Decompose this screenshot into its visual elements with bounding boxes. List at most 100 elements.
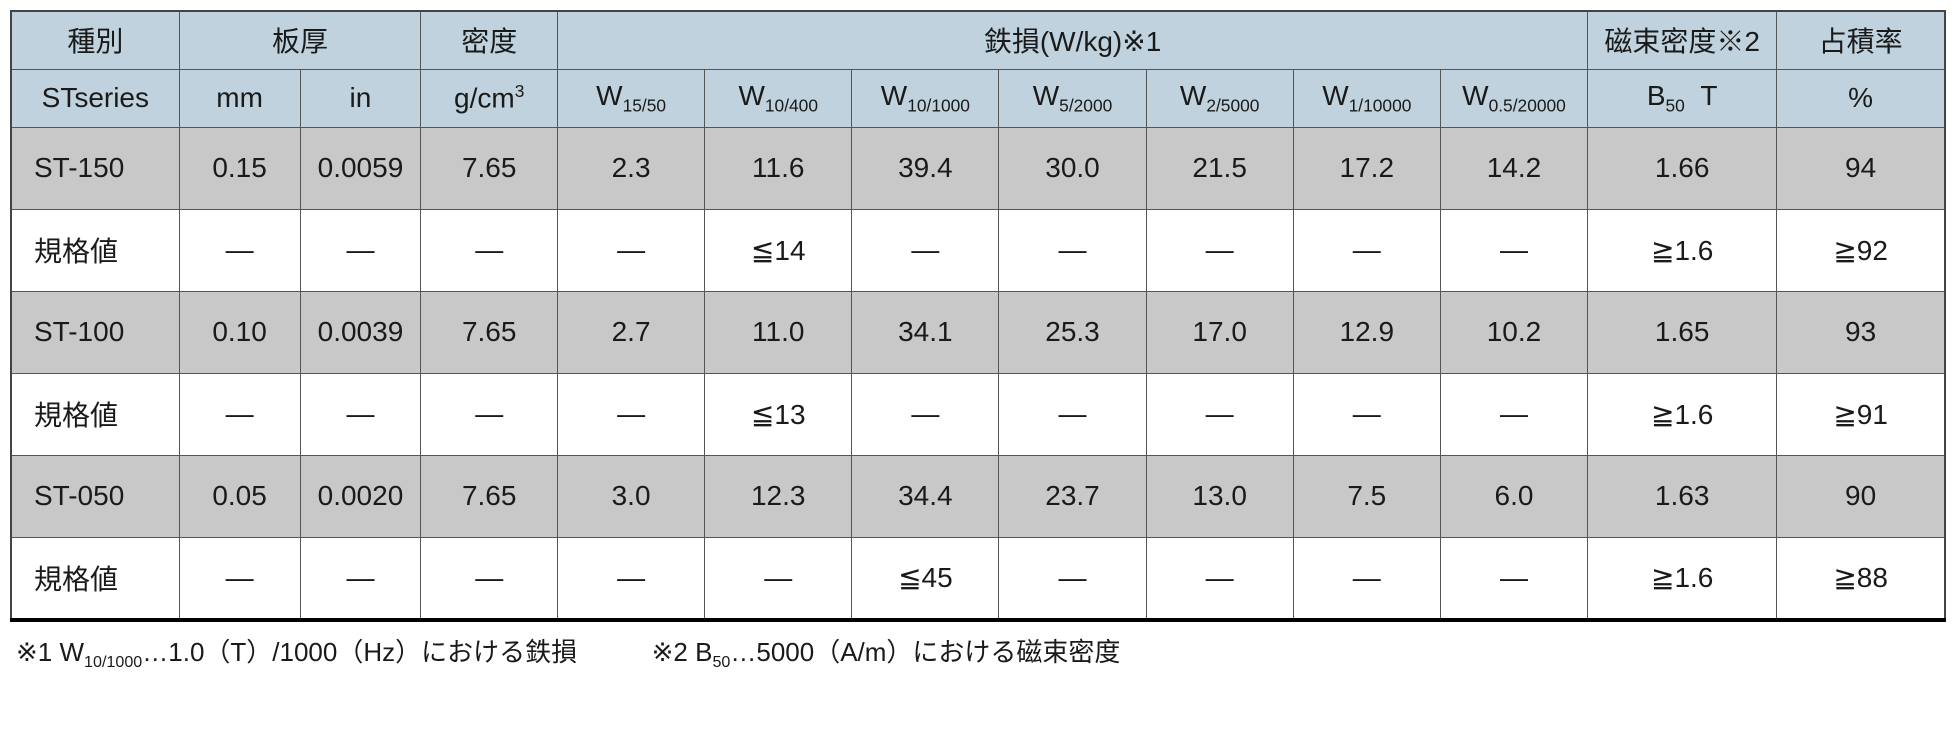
th-w-0: W15/50 [558, 69, 705, 127]
cell-series: ST-100 [11, 291, 179, 373]
cell-w5: — [1293, 537, 1440, 619]
cell-w5: 17.2 [1293, 127, 1440, 209]
cell-series: 規格値 [11, 209, 179, 291]
table-row: ST-1000.100.00397.652.711.034.125.317.01… [11, 291, 1945, 373]
cell-mm: 0.05 [179, 455, 300, 537]
cell-lam: 93 [1777, 291, 1945, 373]
cell-w3: — [999, 537, 1146, 619]
cell-w0: — [558, 209, 705, 291]
th-flux-note: ※2 [1716, 26, 1760, 57]
cell-mm: — [179, 373, 300, 455]
th-flux-label: 磁束密度 [1604, 26, 1716, 57]
cell-series: 規格値 [11, 537, 179, 619]
cell-b50: ≧1.6 [1588, 373, 1777, 455]
cell-in: — [300, 373, 421, 455]
th-w-3: W5/2000 [999, 69, 1146, 127]
cell-dens: 7.65 [421, 455, 558, 537]
cell-w5: — [1293, 209, 1440, 291]
th-w-4: W2/5000 [1146, 69, 1293, 127]
cell-w1: ≦14 [705, 209, 852, 291]
cell-b50: ≧1.6 [1588, 209, 1777, 291]
footnotes: ※1 W10/1000…1.0（T）/1000（Hz）における鉄損 ※2 B50… [10, 620, 1946, 672]
th-b50-unit: B50 T [1588, 69, 1777, 127]
footnote-1: ※1 W10/1000…1.0（T）/1000（Hz）における鉄損 [16, 637, 584, 667]
cell-lam: 94 [1777, 127, 1945, 209]
cell-mm: 0.15 [179, 127, 300, 209]
th-series-unit: STseries [11, 69, 179, 127]
cell-w5: — [1293, 373, 1440, 455]
cell-w2: — [852, 209, 999, 291]
cell-w4: 13.0 [1146, 455, 1293, 537]
th-w-5: W1/10000 [1293, 69, 1440, 127]
table-wrapper: 種別 板厚 密度 鉄損(W/kg)※1 磁束密度※2 占積率 STseries … [10, 10, 1946, 672]
cell-mm: — [179, 537, 300, 619]
cell-w4: — [1146, 537, 1293, 619]
cell-w5: 12.9 [1293, 291, 1440, 373]
cell-dens: 7.65 [421, 291, 558, 373]
cell-mm: — [179, 209, 300, 291]
cell-w4: — [1146, 209, 1293, 291]
cell-w3: — [999, 209, 1146, 291]
cell-w2: — [852, 373, 999, 455]
cell-w1: — [705, 537, 852, 619]
cell-in: — [300, 537, 421, 619]
cell-dens: — [421, 373, 558, 455]
cell-in: — [300, 209, 421, 291]
cell-w4: 21.5 [1146, 127, 1293, 209]
th-thickness-group: 板厚 [179, 11, 421, 69]
cell-series: ST-050 [11, 455, 179, 537]
cell-mm: 0.10 [179, 291, 300, 373]
th-ironloss-group: 鉄損(W/kg)※1 [558, 11, 1588, 69]
th-ironloss-label: 鉄損(W/kg) [984, 26, 1122, 57]
cell-w3: 30.0 [999, 127, 1146, 209]
th-density-group: 密度 [421, 11, 558, 69]
cell-b50: 1.63 [1588, 455, 1777, 537]
cell-w0: 2.7 [558, 291, 705, 373]
cell-lam: 90 [1777, 455, 1945, 537]
cell-w0: 3.0 [558, 455, 705, 537]
cell-b50: 1.65 [1588, 291, 1777, 373]
th-density-unit: g/cm3 [421, 69, 558, 127]
cell-w3: — [999, 373, 1146, 455]
th-flux-group: 磁束密度※2 [1588, 11, 1777, 69]
cell-w1: 12.3 [705, 455, 852, 537]
cell-w6: 10.2 [1440, 291, 1587, 373]
cell-w6: — [1440, 209, 1587, 291]
cell-w1: ≦13 [705, 373, 852, 455]
th-in-unit: in [300, 69, 421, 127]
cell-dens: — [421, 209, 558, 291]
cell-series: 規格値 [11, 373, 179, 455]
cell-w6: — [1440, 373, 1587, 455]
th-w-1: W10/400 [705, 69, 852, 127]
cell-w5: 7.5 [1293, 455, 1440, 537]
cell-dens: — [421, 537, 558, 619]
table-row: ST-1500.150.00597.652.311.639.430.021.51… [11, 127, 1945, 209]
table-row: 規格値————≦14—————≧1.6≧92 [11, 209, 1945, 291]
cell-w4: 17.0 [1146, 291, 1293, 373]
cell-w6: — [1440, 537, 1587, 619]
cell-w1: 11.6 [705, 127, 852, 209]
cell-w2: 34.1 [852, 291, 999, 373]
cell-w6: 6.0 [1440, 455, 1587, 537]
table-row: ST-0500.050.00207.653.012.334.423.713.07… [11, 455, 1945, 537]
spec-table: 種別 板厚 密度 鉄損(W/kg)※1 磁束密度※2 占積率 STseries … [10, 10, 1946, 620]
th-lamination-unit: % [1777, 69, 1945, 127]
th-w-2: W10/1000 [852, 69, 999, 127]
cell-in: 0.0059 [300, 127, 421, 209]
cell-w2: ≦45 [852, 537, 999, 619]
table-row: 規格値—————≦45————≧1.6≧88 [11, 537, 1945, 619]
cell-w2: 34.4 [852, 455, 999, 537]
cell-w3: 23.7 [999, 455, 1146, 537]
th-lamination-group: 占積率 [1777, 11, 1945, 69]
cell-lam: ≧88 [1777, 537, 1945, 619]
cell-b50: 1.66 [1588, 127, 1777, 209]
th-ironloss-note: ※1 [1122, 26, 1161, 57]
cell-dens: 7.65 [421, 127, 558, 209]
cell-w1: 11.0 [705, 291, 852, 373]
cell-in: 0.0020 [300, 455, 421, 537]
th-w-6: W0.5/20000 [1440, 69, 1587, 127]
cell-lam: ≧92 [1777, 209, 1945, 291]
cell-w6: 14.2 [1440, 127, 1587, 209]
table-row: 規格値————≦13—————≧1.6≧91 [11, 373, 1945, 455]
th-series-group: 種別 [11, 11, 179, 69]
